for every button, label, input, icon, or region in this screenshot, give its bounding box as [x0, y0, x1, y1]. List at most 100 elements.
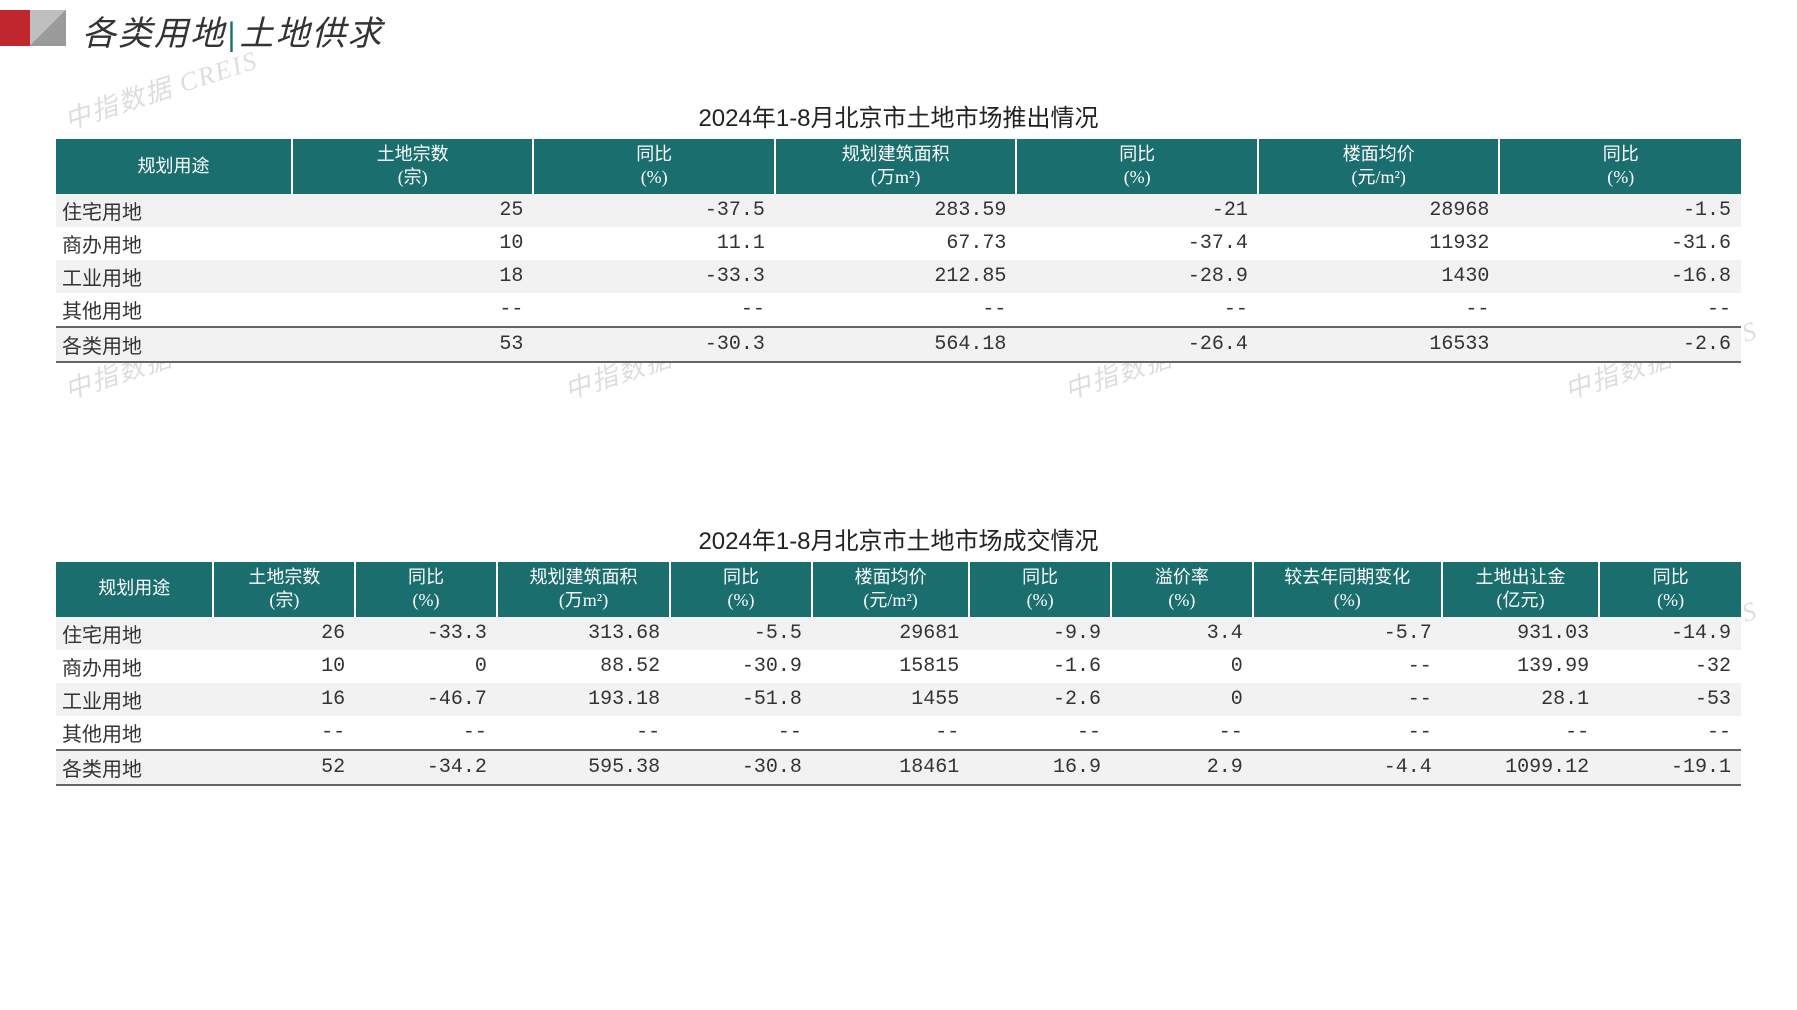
table-row: 其他用地--------------------	[56, 716, 1741, 750]
column-header: 规划建筑面积(万m²)	[497, 562, 670, 617]
cell-value: --	[497, 716, 670, 750]
cell-value: -37.5	[533, 194, 775, 227]
cell-value: -21	[1016, 194, 1258, 227]
cell-value: --	[1258, 293, 1500, 327]
content-area: 2024年1-8月北京市土地市场推出情况 规划用途土地宗数(宗)同比(%)规划建…	[56, 90, 1741, 786]
table-row: 各类用地52-34.2595.38-30.81846116.92.9-4.410…	[56, 750, 1741, 785]
cell-value: 53	[292, 327, 534, 362]
cell-value: -9.9	[969, 617, 1111, 650]
cell-value: --	[1253, 650, 1442, 683]
cell-value: -30.9	[670, 650, 812, 683]
row-label: 各类用地	[56, 750, 213, 785]
column-header: 楼面均价(元/m²)	[812, 562, 969, 617]
cell-value: 52	[213, 750, 355, 785]
cell-value: --	[1599, 716, 1741, 750]
row-label: 住宅用地	[56, 194, 292, 227]
table2-title: 2024年1-8月北京市土地市场成交情况	[56, 521, 1741, 556]
cell-value: --	[533, 293, 775, 327]
column-header: 土地宗数(宗)	[213, 562, 355, 617]
cell-value: 16	[213, 683, 355, 716]
cell-value: 11.1	[533, 227, 775, 260]
cell-value: 10	[213, 650, 355, 683]
cell-value: -2.6	[1499, 327, 1741, 362]
cell-value: -14.9	[1599, 617, 1741, 650]
row-label: 工业用地	[56, 260, 292, 293]
cell-value: 0	[1111, 650, 1253, 683]
title-right: 土地供求	[240, 16, 384, 53]
cell-value: -32	[1599, 650, 1741, 683]
cell-value: --	[213, 716, 355, 750]
cell-value: 595.38	[497, 750, 670, 785]
cell-value: -16.8	[1499, 260, 1741, 293]
cell-value: 28968	[1258, 194, 1500, 227]
cell-value: -2.6	[969, 683, 1111, 716]
title-separator: |	[226, 16, 240, 53]
cell-value: 212.85	[775, 260, 1017, 293]
row-label: 住宅用地	[56, 617, 213, 650]
column-header: 同比(%)	[1599, 562, 1741, 617]
cell-value: 1455	[812, 683, 969, 716]
column-header: 同比(%)	[355, 562, 497, 617]
cell-value: 11932	[1258, 227, 1500, 260]
cell-value: -53	[1599, 683, 1741, 716]
cell-value: 88.52	[497, 650, 670, 683]
cell-value: --	[969, 716, 1111, 750]
cell-value: 29681	[812, 617, 969, 650]
cell-value: 0	[355, 650, 497, 683]
row-label: 其他用地	[56, 716, 213, 750]
column-header: 同比(%)	[533, 139, 775, 194]
cell-value: --	[812, 716, 969, 750]
table-row: 商办用地1011.167.73-37.411932-31.6	[56, 227, 1741, 260]
logo	[0, 10, 66, 46]
table-row: 其他用地------------	[56, 293, 1741, 327]
cell-value: 18	[292, 260, 534, 293]
cell-value: --	[1253, 683, 1442, 716]
cell-value: -31.6	[1499, 227, 1741, 260]
cell-value: -28.9	[1016, 260, 1258, 293]
cell-value: 67.73	[775, 227, 1017, 260]
cell-value: -19.1	[1599, 750, 1741, 785]
column-header: 规划用途	[56, 562, 213, 617]
cell-value: 1430	[1258, 260, 1500, 293]
cell-value: 10	[292, 227, 534, 260]
cell-value: --	[1442, 716, 1599, 750]
cell-value: -37.4	[1016, 227, 1258, 260]
cell-value: 313.68	[497, 617, 670, 650]
cell-value: 16533	[1258, 327, 1500, 362]
table-row: 各类用地53-30.3564.18-26.416533-2.6	[56, 327, 1741, 362]
logo-red-block	[0, 10, 30, 46]
cell-value: --	[670, 716, 812, 750]
table-row: 商办用地10088.52-30.915815-1.60--139.99-32	[56, 650, 1741, 683]
cell-value: --	[775, 293, 1017, 327]
cell-value: -51.8	[670, 683, 812, 716]
title-left: 各类用地	[82, 16, 226, 53]
cell-value: 564.18	[775, 327, 1017, 362]
column-header: 同比(%)	[969, 562, 1111, 617]
cell-value: 3.4	[1111, 617, 1253, 650]
table-row: 住宅用地26-33.3313.68-5.529681-9.93.4-5.7931…	[56, 617, 1741, 650]
cell-value: --	[1499, 293, 1741, 327]
column-header: 楼面均价(元/m²)	[1258, 139, 1500, 194]
column-header: 规划建筑面积(万m²)	[775, 139, 1017, 194]
cell-value: -1.6	[969, 650, 1111, 683]
column-header: 同比(%)	[1499, 139, 1741, 194]
cell-value: 931.03	[1442, 617, 1599, 650]
cell-value: 15815	[812, 650, 969, 683]
cell-value: -34.2	[355, 750, 497, 785]
page-title: 各类用地|土地供求	[82, 6, 384, 55]
cell-value: --	[355, 716, 497, 750]
launch-table: 规划用途土地宗数(宗)同比(%)规划建筑面积(万m²)同比(%)楼面均价(元/m…	[56, 139, 1741, 363]
cell-value: 139.99	[1442, 650, 1599, 683]
cell-value: --	[1253, 716, 1442, 750]
column-header: 土地出让金(亿元)	[1442, 562, 1599, 617]
cell-value: 25	[292, 194, 534, 227]
cell-value: 283.59	[775, 194, 1017, 227]
row-label: 商办用地	[56, 227, 292, 260]
cell-value: -26.4	[1016, 327, 1258, 362]
cell-value: --	[1016, 293, 1258, 327]
row-label: 其他用地	[56, 293, 292, 327]
cell-value: 1099.12	[1442, 750, 1599, 785]
table-row: 工业用地16-46.7193.18-51.81455-2.60--28.1-53	[56, 683, 1741, 716]
cell-value: -5.5	[670, 617, 812, 650]
logo-gray-block	[30, 10, 66, 46]
